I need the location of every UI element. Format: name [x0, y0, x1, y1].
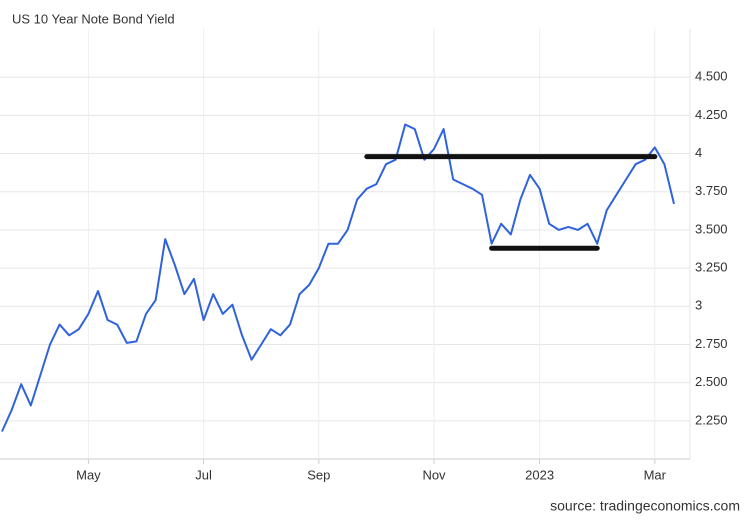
- y-tick-label: 3: [695, 298, 702, 313]
- y-tick-label: 2.500: [695, 374, 728, 389]
- y-tick-label: 4.500: [695, 69, 728, 84]
- x-tick-label: May: [76, 467, 101, 482]
- x-tick-label: Jul: [195, 467, 212, 482]
- y-tick-label: 2.250: [695, 412, 728, 427]
- x-tick-label: Nov: [422, 467, 446, 482]
- y-tick-label: 3.750: [695, 183, 728, 198]
- x-tick-label: Sep: [307, 467, 330, 482]
- x-tick-label: 2023: [525, 467, 554, 482]
- source: source: tradingeconomics.com: [550, 498, 740, 514]
- line-series: [1, 123, 675, 432]
- x-tick-label: Mar: [644, 467, 667, 482]
- y-tick-label: 2.750: [695, 336, 728, 351]
- y-tick-label: 4.250: [695, 107, 728, 122]
- chart-title: US 10 Year Note Bond Yield: [12, 11, 175, 26]
- y-tick-label: 3.250: [695, 260, 728, 275]
- y-tick-label: 4: [695, 145, 702, 160]
- y-tick-label: 3.500: [695, 221, 728, 236]
